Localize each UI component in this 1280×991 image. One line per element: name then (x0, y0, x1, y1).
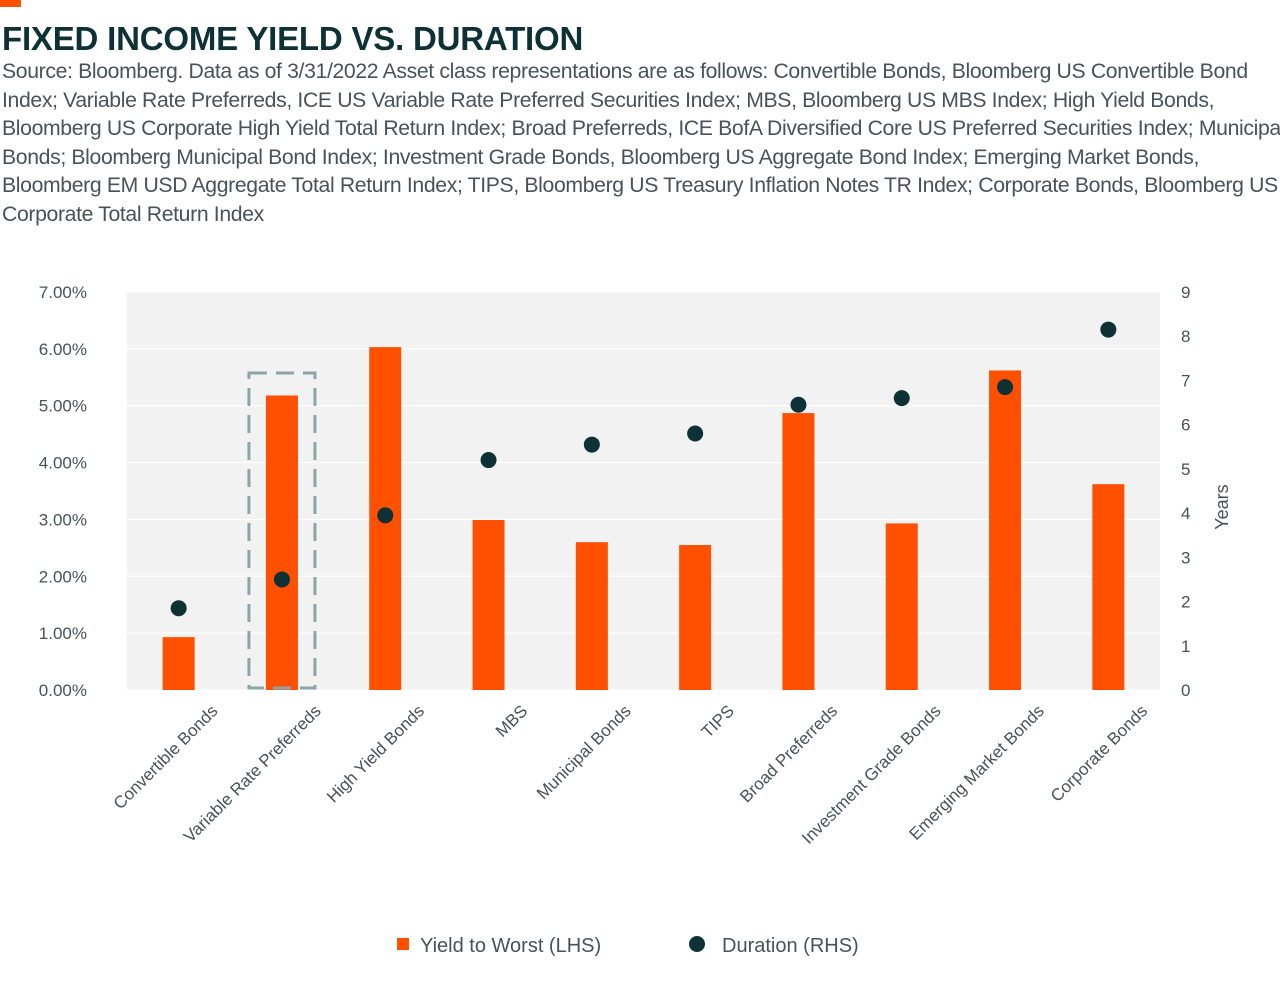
left-tick-label: 7.00% (39, 283, 87, 302)
highlight-box (247, 371, 317, 690)
bar (989, 370, 1022, 690)
page-title: FIXED INCOME YIELD VS. DURATION (2, 20, 584, 57)
category-label: Municipal Bonds (533, 701, 635, 803)
legend-dot-label: Duration (RHS) (722, 935, 859, 957)
right-tick-label: 7 (1181, 371, 1190, 390)
plot-area (127, 292, 1160, 690)
right-tick-label: 6 (1181, 416, 1190, 435)
left-axis-ticks: 0.00% 1.00% 2.00% 3.00% 4.00% 5.00% 6.00% 7.00% (39, 283, 87, 700)
right-axis-label: Years (1212, 484, 1232, 529)
right-tick-label: 5 (1181, 460, 1190, 479)
duration-point (687, 425, 704, 442)
chart: 0.00% 1.00% 2.00% 3.00% 4.00% 5.00% 6.00% 7.00%… (39, 283, 1232, 957)
right-tick-label: 1 (1181, 637, 1190, 656)
right-tick-label: 4 (1181, 504, 1190, 523)
left-tick-label: 4.00% (39, 454, 87, 473)
duration-point (1100, 321, 1117, 338)
legend-bar-swatch (397, 938, 409, 950)
duration-point (273, 571, 290, 588)
duration-point (170, 600, 187, 617)
bar (782, 413, 815, 690)
left-tick-label: 2.00% (39, 567, 87, 586)
category-label: TIPS (698, 701, 738, 741)
bar (885, 523, 918, 690)
duration-series (170, 321, 1117, 617)
category-label: Broad Preferreds (736, 701, 841, 806)
left-tick-label: 0.00% (39, 681, 87, 700)
accent-bar (0, 0, 21, 7)
bar (265, 395, 298, 690)
left-tick-label: 6.00% (39, 340, 87, 359)
source-note: Source: Bloomberg. Data as of 3/31/2022 … (2, 60, 1280, 226)
category-label: High Yield Bonds (323, 701, 428, 806)
right-tick-label: 2 (1181, 593, 1190, 612)
bar (1092, 484, 1125, 690)
duration-point (377, 507, 394, 524)
category-label: MBS (492, 701, 531, 740)
right-tick-label: 8 (1181, 327, 1190, 346)
bar-series (162, 347, 1125, 690)
duration-point (583, 436, 600, 453)
legend-dot-swatch (689, 936, 705, 952)
right-tick-label: 0 (1181, 681, 1190, 700)
legend-bar-label: Yield to Worst (LHS) (420, 935, 601, 957)
bar (472, 519, 505, 690)
left-tick-label: 3.00% (39, 510, 87, 529)
gridlines (127, 291, 1160, 691)
right-tick-label: 3 (1181, 548, 1190, 567)
left-tick-label: 5.00% (39, 397, 87, 416)
duration-point (480, 452, 497, 469)
duration-point (997, 379, 1014, 396)
duration-point (790, 396, 807, 413)
category-label: Convertible Bonds (110, 701, 222, 813)
duration-point (893, 390, 910, 407)
right-axis-ticks: 0 1 2 3 4 5 6 7 8 9 (1181, 283, 1190, 700)
left-tick-label: 1.00% (39, 624, 87, 643)
bar (679, 545, 712, 690)
legend: Yield to Worst (LHS) Duration (RHS) (397, 935, 859, 957)
right-tick-label: 9 (1181, 283, 1190, 302)
bar (575, 542, 608, 690)
category-label: Corporate Bonds (1047, 701, 1151, 805)
bar (162, 637, 195, 690)
